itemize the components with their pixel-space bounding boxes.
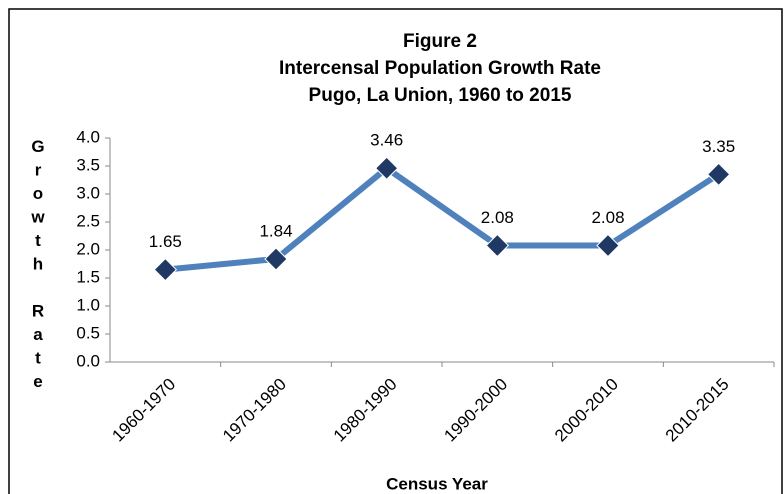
data-label: 2.08 <box>481 208 514 227</box>
data-line <box>165 165 721 273</box>
data-marker <box>374 156 399 180</box>
x-tick-label: 1970-1980 <box>219 375 290 446</box>
data-label: 1.65 <box>149 232 182 251</box>
x-tick-label: 1960-1970 <box>108 375 179 446</box>
y-tick-label: 0.0 <box>76 351 100 370</box>
data-label: 3.35 <box>702 137 735 156</box>
y-tick-label: 2.0 <box>76 239 100 258</box>
data-marker <box>596 233 620 258</box>
y-tick-label: 1.5 <box>76 267 100 286</box>
y-tick-label: 3.0 <box>76 183 100 202</box>
x-tick-label: 1990-2000 <box>440 375 511 446</box>
data-label: 2.08 <box>591 208 624 227</box>
data-marker <box>485 233 510 258</box>
y-tick-label: 4.0 <box>76 127 100 146</box>
data-label: 3.46 <box>370 131 403 150</box>
y-tick-label: 0.5 <box>76 323 100 342</box>
data-label: 1.84 <box>259 221 292 240</box>
y-tick-label: 2.5 <box>76 211 100 230</box>
chart-title: Pugo, La Union, 1960 to 2015 <box>309 85 572 106</box>
chart-title: Intercensal Population Growth Rate <box>279 58 601 79</box>
x-tick-label: 1980-1990 <box>330 375 401 446</box>
y-tick-label: 3.5 <box>76 155 100 174</box>
chart-border <box>8 8 783 494</box>
data-marker <box>153 257 178 282</box>
x-axis-title: Census Year <box>386 474 488 493</box>
data-marker <box>706 162 731 187</box>
data-marker <box>264 247 288 271</box>
x-tick-label: 2000-2010 <box>551 375 622 446</box>
y-tick-label: 1.0 <box>76 295 100 314</box>
chart-title: Figure 2 <box>403 31 477 52</box>
x-tick-label: 2010-2015 <box>662 375 733 446</box>
